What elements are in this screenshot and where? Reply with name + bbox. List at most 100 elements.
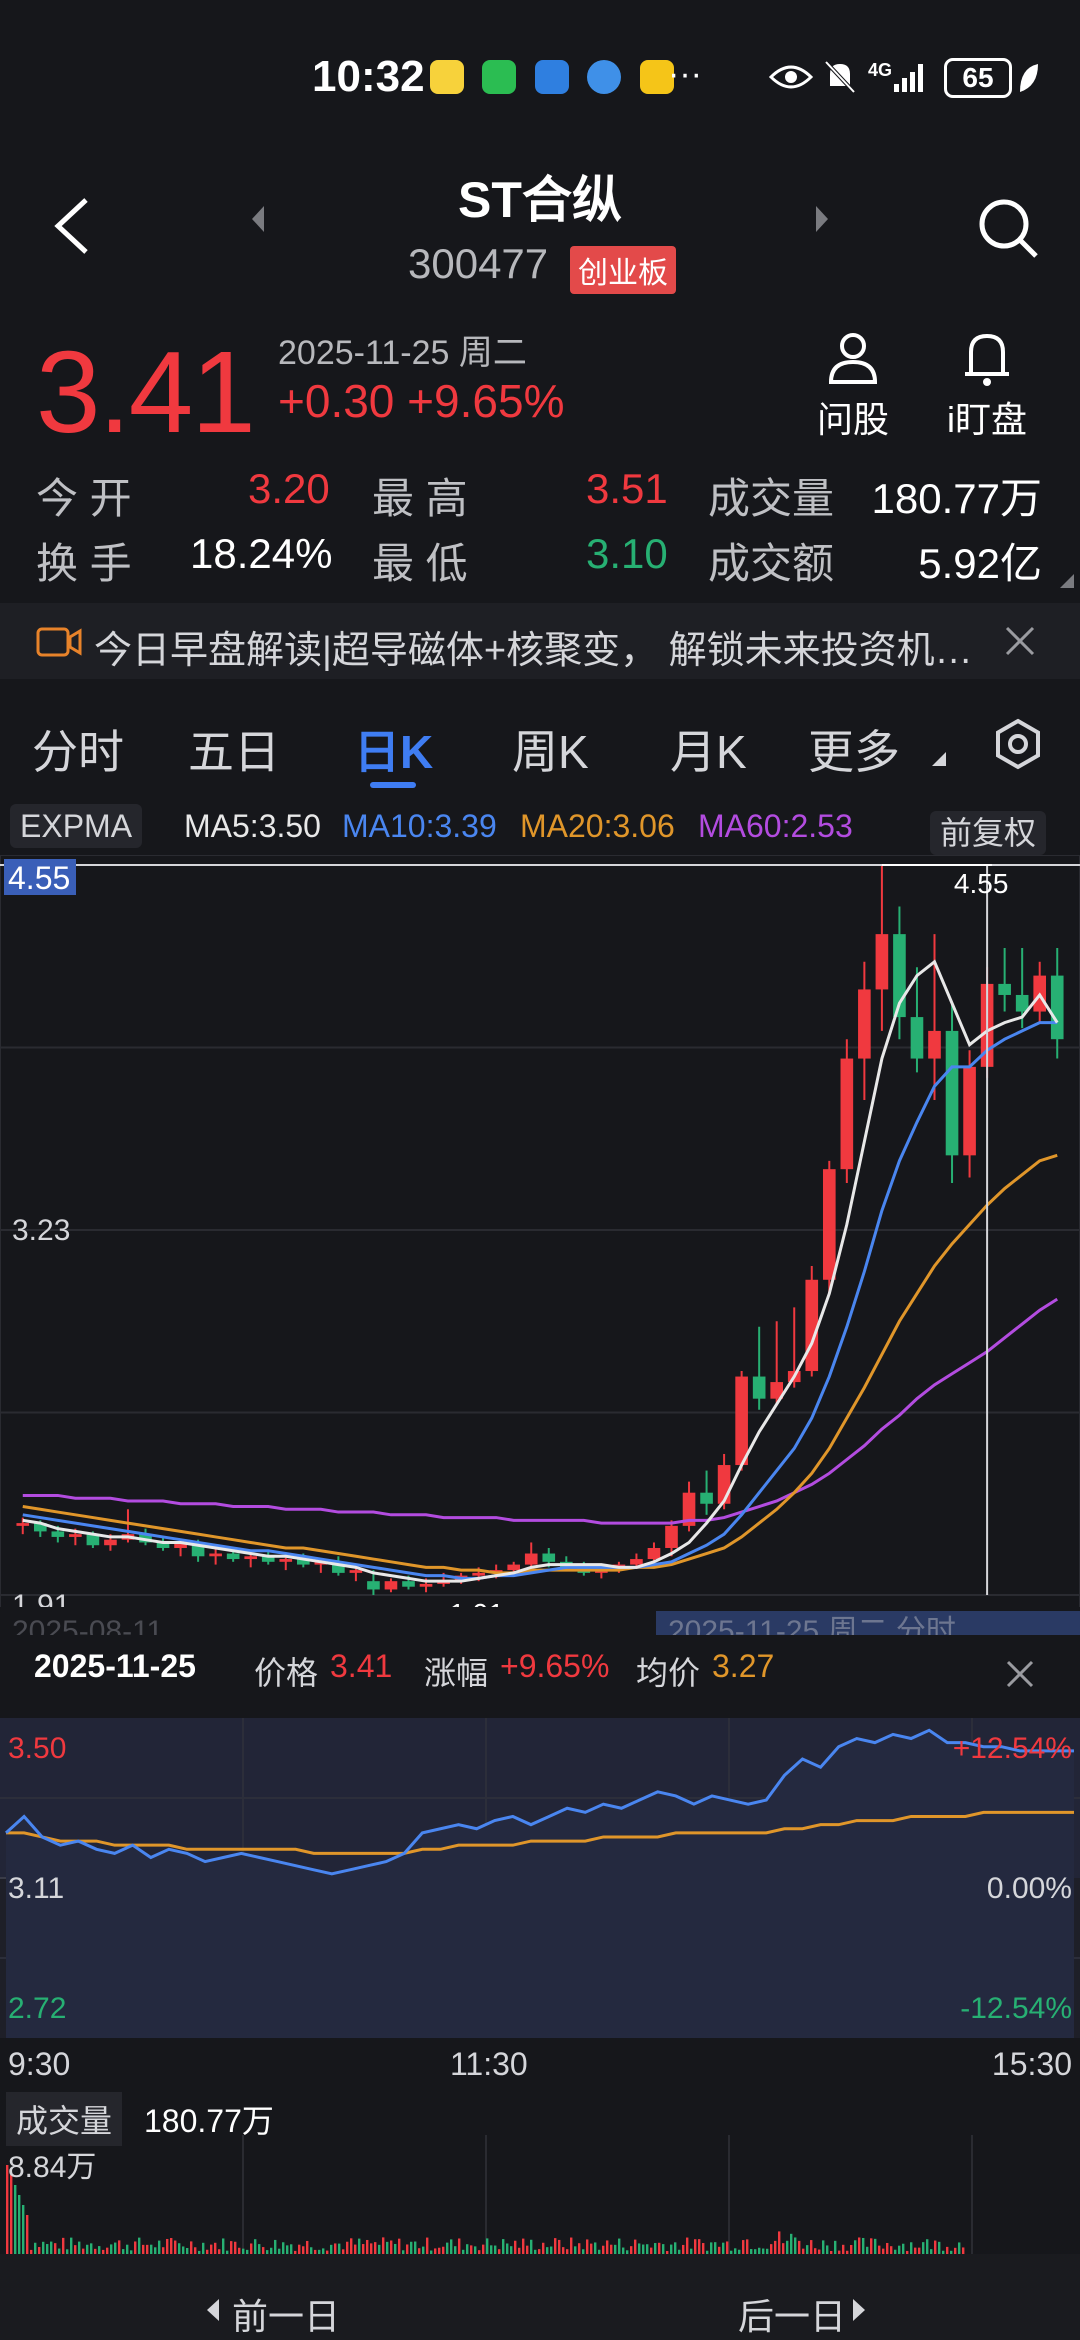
volume-bar bbox=[642, 2244, 645, 2255]
tab-intraday[interactable]: 分时 bbox=[32, 726, 124, 778]
volume-bar bbox=[878, 2245, 881, 2255]
volume-bar bbox=[726, 2241, 729, 2255]
volume-bar bbox=[570, 2237, 573, 2255]
volume-bar bbox=[650, 2247, 653, 2255]
kline-chart[interactable]: 4.553.231.914.551.912025-08-112025-11-25… bbox=[0, 855, 1080, 1635]
volume-bar bbox=[154, 2247, 157, 2255]
search-icon[interactable] bbox=[976, 196, 1040, 260]
volume-bar bbox=[22, 2205, 25, 2255]
back-icon[interactable] bbox=[52, 196, 92, 256]
volume-bar bbox=[482, 2244, 485, 2255]
volume-bar bbox=[838, 2250, 841, 2255]
volume-bar bbox=[634, 2239, 637, 2255]
volume-bar bbox=[314, 2249, 317, 2255]
candle-body bbox=[419, 1583, 433, 1587]
prev-stock-icon[interactable] bbox=[250, 204, 266, 234]
more-notifications: ··· bbox=[668, 55, 702, 93]
y-mid-label: 3.11 bbox=[8, 1872, 64, 1905]
volume-bar bbox=[18, 2195, 21, 2255]
footer-bar bbox=[0, 2254, 1080, 2340]
volume-bar bbox=[174, 2240, 177, 2255]
high-value: 3.51 bbox=[586, 465, 668, 512]
volume-bar bbox=[218, 2249, 221, 2255]
volume-bar bbox=[918, 2247, 921, 2255]
volume-bar bbox=[326, 2250, 329, 2255]
volume-chart bbox=[6, 2135, 973, 2255]
volume-bar bbox=[350, 2238, 353, 2255]
watch-button[interactable]: i盯盘 bbox=[932, 330, 1042, 443]
more-corner-icon bbox=[932, 752, 946, 766]
date-highlight bbox=[656, 1611, 1080, 1635]
eye-icon bbox=[768, 65, 814, 89]
candle-body bbox=[875, 934, 889, 990]
volume-bar bbox=[62, 2237, 65, 2255]
candle-body bbox=[402, 1581, 415, 1587]
ask-stock-button[interactable]: 问股 bbox=[798, 330, 908, 443]
volume-bar bbox=[822, 2240, 825, 2255]
volume-bar bbox=[242, 2248, 245, 2255]
candle-body bbox=[472, 1572, 485, 1576]
volume-bar bbox=[490, 2245, 493, 2255]
turnover-label: 换 手 bbox=[36, 540, 132, 587]
next-day-button[interactable]: 后一日 bbox=[738, 2296, 847, 2337]
volume-bar bbox=[418, 2248, 421, 2255]
volume-bar bbox=[942, 2250, 945, 2255]
volume-bar bbox=[766, 2248, 769, 2255]
volume-bar bbox=[430, 2250, 433, 2255]
candle-body bbox=[700, 1492, 713, 1504]
volume-bar bbox=[422, 2246, 425, 2255]
board-badge: 创业板 bbox=[570, 246, 676, 294]
volume-bar bbox=[78, 2241, 81, 2255]
signal-icon bbox=[894, 64, 923, 92]
tab-five-day[interactable]: 五日 bbox=[188, 726, 280, 778]
ma5-line bbox=[22, 959, 1059, 1583]
news-banner[interactable]: 今日早盘解读|超导磁体+核聚变， 解锁未来投资机… bbox=[0, 603, 1080, 679]
settings-icon[interactable] bbox=[992, 718, 1044, 770]
volume-bar bbox=[874, 2238, 877, 2255]
indicator-select[interactable]: EXPMA bbox=[10, 804, 143, 848]
volume-bar bbox=[846, 2250, 849, 2255]
minute-chg-label: 涨幅 bbox=[424, 1655, 489, 1691]
volume-bar bbox=[814, 2248, 817, 2255]
candle-body bbox=[840, 1058, 854, 1170]
volume-bar bbox=[170, 2238, 173, 2255]
expand-corner-icon[interactable] bbox=[1060, 574, 1074, 588]
low-value: 3.10 bbox=[586, 530, 668, 577]
volume-bar bbox=[182, 2246, 185, 2255]
ma10-legend: MA10:3.39 bbox=[342, 808, 497, 844]
volume-bar bbox=[238, 2247, 241, 2255]
prev-day-button[interactable]: 前一日 bbox=[232, 2296, 341, 2337]
adjust-type: 前复权 bbox=[930, 811, 1047, 855]
tab-daily-k[interactable]: 日K bbox=[354, 726, 434, 778]
adjust-select[interactable]: 前复权 bbox=[930, 808, 1047, 855]
ma10-line bbox=[22, 1021, 1058, 1580]
volume-bar bbox=[538, 2249, 541, 2255]
volume-bar bbox=[542, 2242, 545, 2255]
volume-bar bbox=[890, 2246, 893, 2255]
time-end: 15:30 bbox=[991, 2046, 1072, 2082]
chart-frame bbox=[0, 855, 1080, 1635]
volume-bar bbox=[406, 2244, 409, 2255]
volume-bar bbox=[514, 2240, 517, 2255]
ma5-legend: MA5:3.50 bbox=[184, 808, 321, 844]
volume-bar bbox=[130, 2250, 133, 2255]
minute-avg-label: 均价 bbox=[636, 1655, 701, 1691]
candle-body bbox=[296, 1559, 310, 1565]
close-minute-icon[interactable] bbox=[1006, 1660, 1034, 1688]
volume-bar bbox=[278, 2248, 281, 2255]
volume-bar bbox=[558, 2239, 561, 2255]
y-top-label: 3.50 bbox=[8, 1732, 66, 1765]
volume-bar bbox=[302, 2246, 305, 2255]
tab-more[interactable]: 更多 bbox=[808, 726, 900, 778]
volume-label: 成交量 bbox=[708, 475, 835, 522]
stock-code: 300477 bbox=[408, 240, 549, 287]
close-icon[interactable] bbox=[1004, 625, 1036, 657]
intraday-chart[interactable]: 3.50 3.11 2.72 +12.54% 0.00% -12.54% bbox=[0, 1718, 1080, 2038]
next-stock-icon[interactable] bbox=[814, 204, 830, 234]
tab-monthly-k[interactable]: 月K bbox=[670, 726, 747, 778]
volume-bar bbox=[782, 2243, 785, 2255]
volume-bar bbox=[46, 2244, 49, 2255]
volume-bar bbox=[586, 2239, 589, 2255]
tab-weekly-k[interactable]: 周K bbox=[512, 726, 589, 778]
person-icon bbox=[828, 333, 878, 384]
